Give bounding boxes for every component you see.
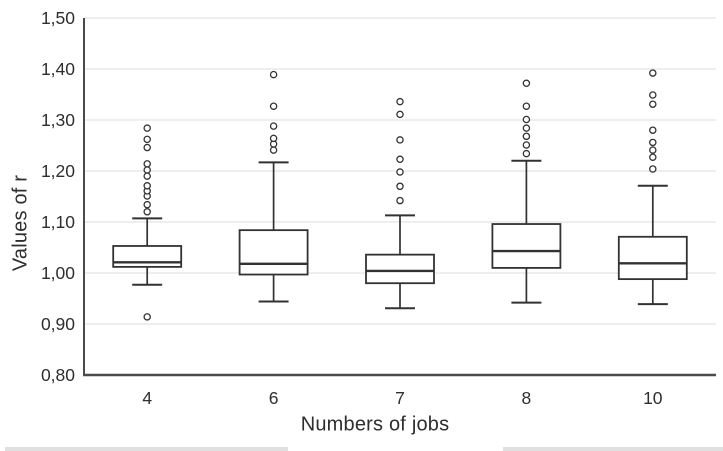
y-tick-label: 1,20 <box>41 161 75 181</box>
outlier-point <box>522 132 531 141</box>
y-tick-label: 1,50 <box>41 8 75 28</box>
x-tick-label: 6 <box>269 388 279 408</box>
box-jobs-10 <box>617 235 688 281</box>
outlier-point <box>649 69 657 77</box>
outlier-point <box>396 196 404 205</box>
outlier-point <box>269 102 278 110</box>
y-tick-label: 1,10 <box>41 212 75 232</box>
outlier-point <box>269 146 278 154</box>
y-tick-label: 1,30 <box>41 110 75 130</box>
outlier-point <box>649 100 657 108</box>
x-tick-label: 8 <box>522 388 532 408</box>
outlier-point <box>143 160 151 168</box>
x-axis-title: Numbers of jobs <box>300 413 450 436</box>
bottom-left-artifact-strip <box>5 447 288 451</box>
box-jobs-7 <box>365 253 435 285</box>
outlier-point <box>396 168 404 176</box>
outlier-point <box>143 166 151 174</box>
box-jobs-4 <box>112 245 183 268</box>
outlier-point <box>143 313 151 321</box>
x-tick-label: 10 <box>643 388 663 408</box>
outlier-point <box>143 143 151 152</box>
outlier-point <box>522 102 531 110</box>
y-axis-title: Values of r <box>9 174 32 272</box>
outlier-point <box>143 200 151 209</box>
outlier-point <box>269 70 278 79</box>
y-tick-label: 0,90 <box>41 314 75 334</box>
outlier-point <box>522 79 531 88</box>
outlier-point <box>269 122 278 130</box>
outlier-point <box>522 141 531 149</box>
y-tick-label: 0,80 <box>41 365 75 385</box>
outlier-point <box>396 110 404 119</box>
outlier-point <box>649 153 657 161</box>
y-tick-label: 1,40 <box>41 59 75 79</box>
outlier-point <box>649 126 657 134</box>
outlier-point <box>649 91 657 99</box>
y-tick-label: 1,00 <box>41 263 75 283</box>
outlier-point <box>269 134 278 143</box>
outlier-point <box>522 115 531 124</box>
outlier-point <box>522 149 531 158</box>
box-jobs-6 <box>238 229 309 276</box>
outlier-point <box>143 182 151 190</box>
outlier-point <box>396 136 404 144</box>
outlier-point <box>396 182 404 191</box>
x-tick-label: 7 <box>395 388 405 408</box>
outlier-point <box>649 165 657 173</box>
outlier-point <box>522 124 531 132</box>
bottom-right-artifact-strip <box>503 447 723 451</box>
outlier-point <box>396 155 404 164</box>
outlier-point <box>143 135 151 144</box>
outlier-point <box>649 138 657 147</box>
x-tick-label: 4 <box>142 388 152 408</box>
outlier-point <box>143 124 151 132</box>
outlier-point <box>396 97 404 106</box>
box-jobs-8 <box>491 223 562 269</box>
outlier-point <box>649 146 657 154</box>
outlier-point <box>143 208 151 216</box>
outlier-point <box>143 172 151 180</box>
